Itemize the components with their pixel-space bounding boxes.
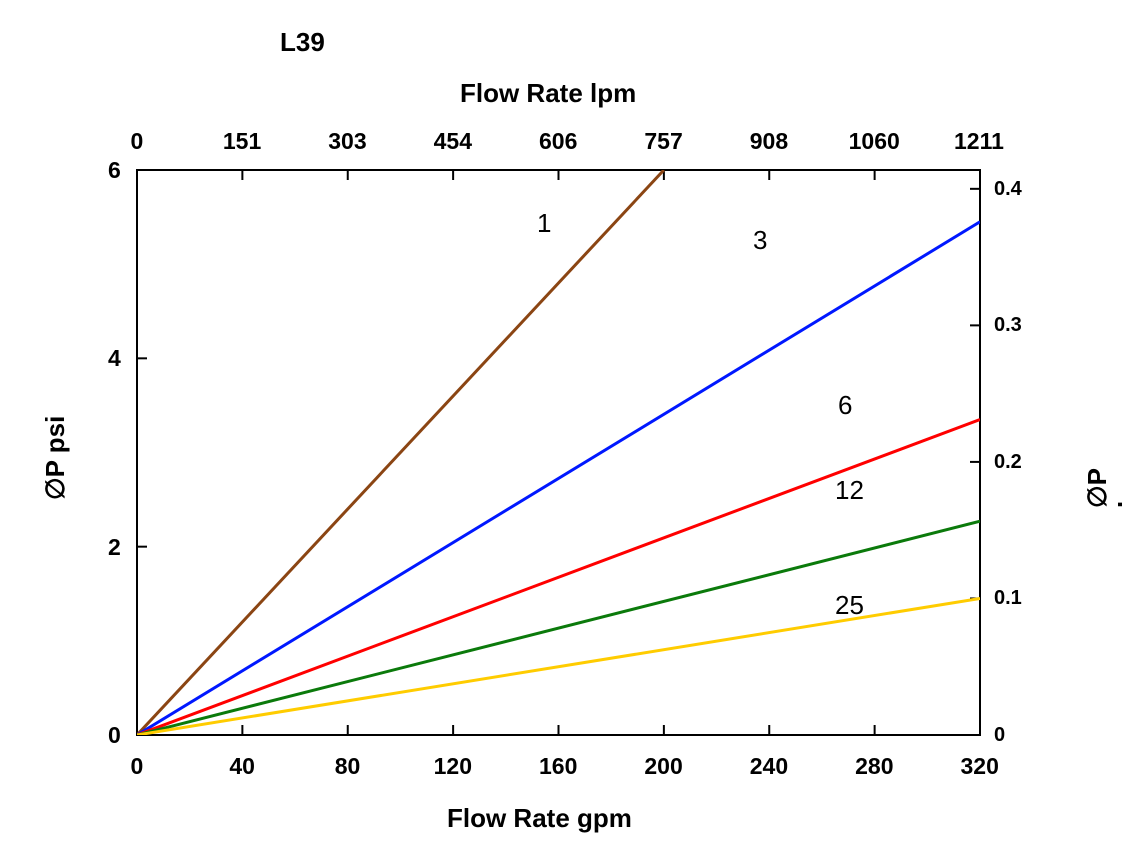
series-line-12 xyxy=(137,521,980,735)
y-right-tick-label: 0.1 xyxy=(994,587,1022,610)
y-left-tick-label: 6 xyxy=(108,157,121,184)
y-left-tick-label: 4 xyxy=(108,345,121,372)
ticks-bottom xyxy=(137,725,980,735)
y-right-tick-label: 0.2 xyxy=(994,451,1022,474)
series-label-6: 6 xyxy=(838,390,852,421)
x-top-tick-label: 454 xyxy=(434,128,472,155)
series-line-1 xyxy=(137,170,664,735)
chart-stage: L39 Flow Rate lpm Flow Rate gpm ∅P psi ∅… xyxy=(0,0,1122,864)
series-label-25: 25 xyxy=(835,590,864,621)
x-top-tick-label: 908 xyxy=(750,128,788,155)
x-bottom-tick-label: 0 xyxy=(131,753,144,780)
x-bottom-tick-label: 80 xyxy=(335,753,361,780)
x-bottom-tick-label: 240 xyxy=(750,753,788,780)
series-line-6 xyxy=(137,420,980,735)
x-top-tick-label: 303 xyxy=(328,128,366,155)
x-top-tick-label: 151 xyxy=(223,128,261,155)
x-top-tick-label: 757 xyxy=(644,128,682,155)
y-right-tick-label: 0.4 xyxy=(994,178,1022,201)
x-bottom-tick-label: 280 xyxy=(855,753,893,780)
series-label-12: 12 xyxy=(835,475,864,506)
x-top-tick-label: 1211 xyxy=(954,128,1004,155)
series-label-3: 3 xyxy=(753,225,767,256)
ticks-right xyxy=(970,189,980,735)
y-right-tick-label: 0 xyxy=(994,724,1005,747)
x-bottom-tick-label: 200 xyxy=(644,753,682,780)
y-left-tick-label: 2 xyxy=(108,534,121,561)
x-bottom-tick-label: 40 xyxy=(229,753,255,780)
y-left-tick-label: 0 xyxy=(108,722,121,749)
x-bottom-tick-label: 160 xyxy=(539,753,577,780)
x-top-tick-label: 606 xyxy=(539,128,577,155)
x-top-tick-label: 1060 xyxy=(849,128,900,155)
series-group xyxy=(137,170,980,735)
x-bottom-tick-label: 320 xyxy=(961,753,999,780)
series-label-1: 1 xyxy=(537,208,551,239)
plot-border xyxy=(137,170,980,735)
ticks-left xyxy=(137,170,147,735)
ticks-top xyxy=(137,170,980,180)
y-right-tick-label: 0.3 xyxy=(994,314,1022,337)
x-top-tick-label: 0 xyxy=(131,128,144,155)
x-bottom-tick-label: 120 xyxy=(434,753,472,780)
